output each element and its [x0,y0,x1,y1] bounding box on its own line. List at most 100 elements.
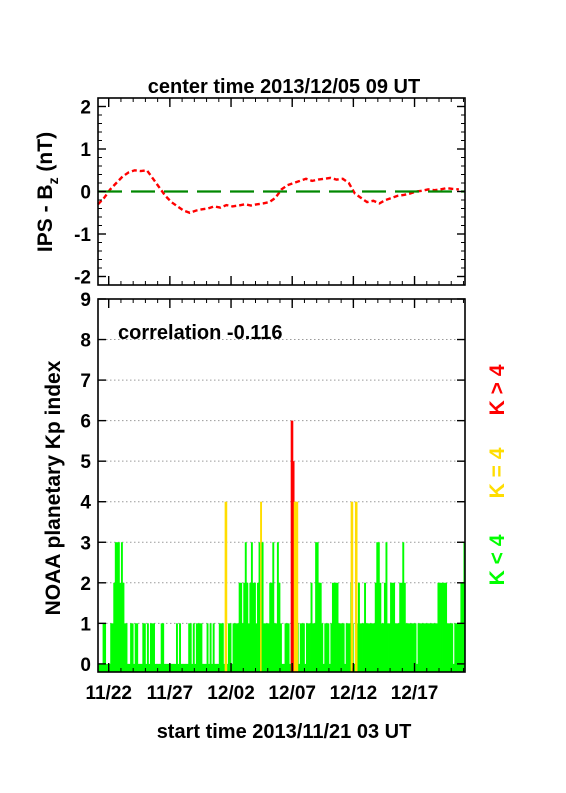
kp-bar [409,623,412,672]
kp-bar [269,582,272,672]
kp-bar [460,582,463,672]
kp-bar [445,582,448,672]
kp-bar [362,623,365,672]
kp-bar [327,623,330,672]
kp-bar [341,623,344,672]
kp-bar [357,582,360,672]
kp-bar [105,663,108,672]
y-tick-label: 1 [80,140,91,161]
y-tick-label: 9 [80,290,91,311]
kp-bar [116,542,119,672]
kp-bar [195,623,198,672]
kp-bar [336,582,339,672]
y-tick-label: -2 [74,268,91,289]
kp-bar [361,623,363,672]
kp-bar [108,663,111,672]
kp-bar [232,623,235,672]
kp-bar [98,663,100,672]
kp-bar [270,582,273,672]
kp-bar [272,542,275,672]
kp-bar [229,623,232,672]
x-tick-label: 12/07 [268,683,316,704]
kp-bar [442,582,444,672]
kp-bar [191,663,194,672]
kp-bar [403,582,406,672]
kp-bar [142,623,145,672]
kp-bar [172,663,175,672]
kp-bar [359,623,362,672]
kp-bar [425,623,428,672]
kp-bar [264,623,267,672]
kp-bar [316,542,319,672]
legend-entry: K < 4 [486,534,509,585]
kp-bar [148,663,151,672]
kp-bar [364,582,366,672]
kp-bar [437,582,440,672]
kp-bar [214,663,217,672]
kp-bar [234,623,237,672]
kp-bar [157,663,160,672]
kp-bar [331,582,334,672]
kp-bar [439,582,441,672]
kp-bar [365,623,368,672]
ylabel-prefix: IPS - B [34,184,57,252]
kp-bar [309,623,311,672]
kp-bar [338,623,341,672]
bottom-panel-ylabel: NOAA planetary Kp index [42,360,65,615]
kp-bar [140,663,143,672]
bottom-panel-frame [97,298,466,673]
kp-bar [189,623,192,672]
kp-bar-peak [295,501,299,672]
kp-bar [432,623,435,672]
kp-bar [154,663,157,672]
kp-bar [119,582,122,672]
kp-bar [423,623,426,672]
kp-bar [373,623,376,672]
kp-bar [113,582,116,672]
kp-bar [325,623,328,672]
y-tick-label: 7 [80,371,91,392]
x-tick-label: 11/27 [147,683,194,704]
kp-bar [330,623,333,672]
kp-bar [237,623,240,672]
top-panel-frame [97,97,466,286]
kp-bar [111,623,114,672]
kp-bar [175,623,178,672]
y-tick-label: 2 [80,574,91,595]
kp-bar [220,623,223,672]
kp-bar [402,542,405,672]
kp-bar [203,663,206,672]
kp-bar [192,623,195,672]
kp-bar [258,542,261,672]
kp-bar [322,663,325,672]
kp-bar [206,623,209,672]
y-tick-label: 0 [80,655,91,676]
kp-bar [344,663,347,672]
kp-bar-peak [291,461,295,672]
bottom-panel: 0 1 2 3 4 5 6 7 8 9 11/22 11/27 12/02 12/07 12/12 12/17 [80,290,466,704]
kp-bar [420,623,423,672]
kp-bar [179,623,181,672]
kp-bar [319,582,322,672]
kp-bar [388,623,391,672]
kp-bar [143,623,146,672]
kp-bar [201,663,204,672]
kp-bar [211,663,214,672]
bottom-panel-grid [98,298,465,624]
kp-bar [413,623,415,672]
x-tick-label: 12/02 [207,683,255,704]
kp-bar [171,663,174,672]
kp-bar [257,582,259,672]
kp-bar [131,623,134,672]
kp-bar [153,623,155,672]
kp-bar [266,623,269,672]
kp-bar [286,623,289,672]
kp-bar [246,582,249,672]
kp-bar [253,582,256,672]
y-tick-label: 2 [80,98,91,119]
kp-bar [227,623,230,672]
kp-bar [200,623,203,672]
kp-bar [461,582,464,672]
bz-series-line [97,169,459,215]
